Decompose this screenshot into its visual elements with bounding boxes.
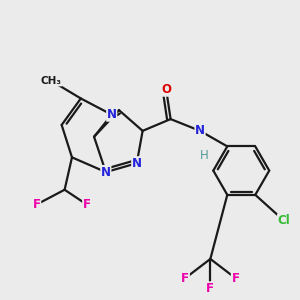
Text: N: N (107, 108, 117, 121)
Text: F: F (83, 198, 91, 211)
Text: Cl: Cl (278, 214, 290, 227)
Text: F: F (206, 282, 214, 295)
Text: N: N (101, 166, 111, 178)
Text: H: H (200, 149, 209, 162)
Text: F: F (231, 272, 239, 285)
Text: F: F (33, 198, 41, 211)
Text: N: N (195, 124, 205, 137)
Text: CH₃: CH₃ (41, 76, 62, 86)
Text: O: O (161, 83, 171, 96)
Text: N: N (132, 157, 142, 170)
Text: F: F (181, 272, 189, 285)
